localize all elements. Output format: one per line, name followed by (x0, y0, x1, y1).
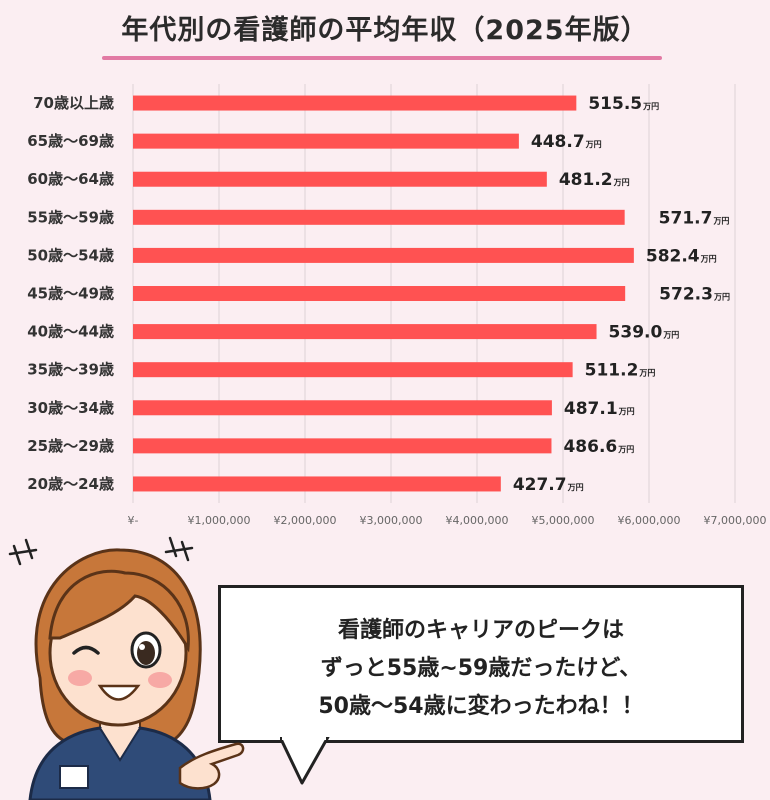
bar (133, 438, 552, 454)
category-label: 45歳〜49歳 (27, 285, 114, 303)
speech-bubble-tail (280, 737, 330, 785)
category-label: 60歳〜64歳 (27, 170, 114, 188)
category-label: 40歳〜44歳 (27, 323, 114, 341)
data-label: 481.2万円 (559, 170, 630, 190)
x-tick-label: ¥3,000,000 (360, 514, 423, 527)
bars (133, 95, 634, 492)
data-label: 486.6万円 (563, 437, 634, 457)
category-label: 25歳〜29歳 (27, 437, 114, 455)
chart-title: 年代別の看護師の平均年収（2025年版） (121, 15, 649, 46)
bar (133, 133, 519, 149)
bar (133, 286, 626, 301)
speech-line-1: 看護師のキャリアのピークは (337, 618, 624, 643)
data-label: 427.7万円 (513, 475, 584, 495)
bar (133, 209, 625, 225)
speech-line-3: 50歳〜54歳に変わったわね！！ (318, 694, 644, 719)
data-label: 448.7万円 (531, 132, 602, 152)
x-tick-label: ¥- (128, 514, 139, 527)
data-label: 571.7万円 (659, 208, 730, 228)
bar (133, 400, 552, 416)
category-label: 20歳〜24歳 (27, 475, 114, 493)
nurse-character-illustration (8, 536, 245, 800)
x-tick-label: ¥7,000,000 (704, 514, 767, 527)
category-label: 55歳〜59歳 (27, 208, 114, 226)
x-tick-label: ¥6,000,000 (618, 514, 681, 527)
category-label: 30歳〜34歳 (27, 399, 114, 417)
bar (133, 247, 634, 263)
category-label: 65歳〜69歳 (27, 132, 114, 150)
data-label: 511.2万円 (585, 361, 656, 381)
data-label: 487.1万円 (564, 399, 635, 419)
speech-bubble-text: 看護師のキャリアのピークは ずっと55歳~59歳だったけど、 50歳〜54歳に変… (221, 612, 741, 726)
x-tick-label: ¥5,000,000 (532, 514, 595, 527)
speech-bubble: 看護師のキャリアのピークは ずっと55歳~59歳だったけど、 50歳〜54歳に変… (218, 585, 744, 743)
grid-lines (132, 84, 736, 503)
title-underline (102, 56, 662, 60)
bar (133, 95, 577, 111)
bar (133, 171, 547, 187)
data-label: 539.0万円 (609, 323, 680, 343)
bar (133, 362, 573, 378)
category-label: 70歳以上歳 (33, 94, 114, 112)
x-tick-label: ¥2,000,000 (274, 514, 337, 527)
category-label: 35歳〜39歳 (27, 361, 114, 379)
data-label: 572.3万円 (659, 285, 730, 305)
x-tick-label: ¥4,000,000 (446, 514, 509, 527)
bar (133, 324, 597, 340)
bar (133, 476, 501, 492)
speech-line-2: ずっと55歳~59歳だったけど、 (320, 656, 642, 681)
category-label: 50歳〜54歳 (27, 246, 114, 264)
x-tick-label: ¥1,000,000 (188, 514, 251, 527)
labels: ¥- ¥1,000,000 ¥2,000,000 ¥3,000,000 ¥4,000,0… (27, 94, 766, 527)
data-label: 515.5万円 (588, 94, 659, 114)
bar-chart: ¥- ¥1,000,000 ¥2,000,000 ¥3,000,000 ¥4,000,0… (27, 84, 766, 527)
data-label: 582.4万円 (646, 246, 717, 266)
